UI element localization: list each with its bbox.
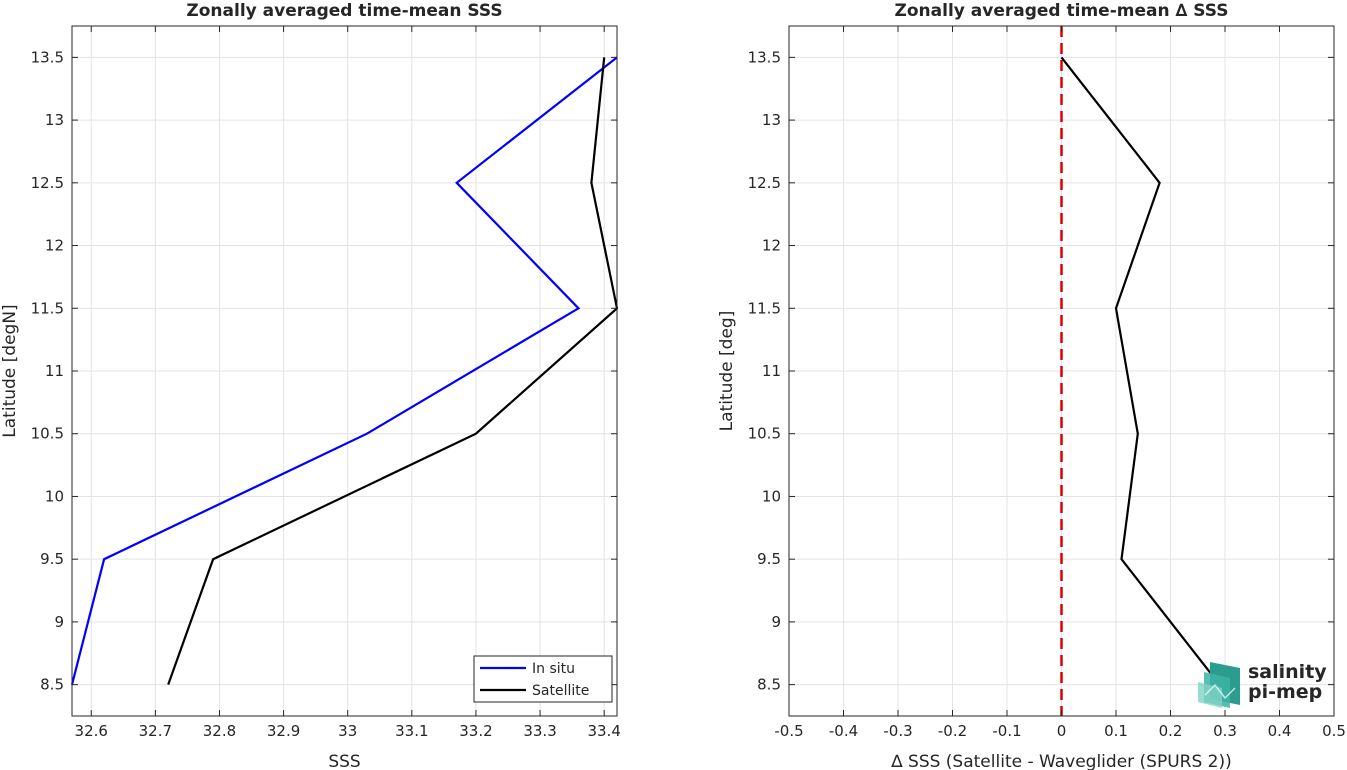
- y-tick-label: 9.5: [757, 550, 781, 568]
- y-tick-label: 11.5: [748, 299, 781, 317]
- y-tick-label: 12: [762, 237, 781, 255]
- x-tick-label: 0: [1057, 722, 1067, 740]
- logo-text-pimep: pi-mep: [1248, 681, 1322, 703]
- y-tick-label: 10: [45, 487, 64, 505]
- series-line-satellite: [167, 57, 619, 685]
- x-tick-label: 32.6: [75, 722, 108, 740]
- x-axis-label: SSS: [328, 752, 360, 770]
- y-tick-label: 12.5: [31, 174, 64, 192]
- legend-entry: In situ: [532, 661, 575, 677]
- x-tick-label: 32.9: [267, 722, 300, 740]
- y-tick-label: 10.5: [748, 425, 781, 443]
- y-tick-label: 9: [771, 613, 781, 631]
- legend-box: [473, 655, 613, 703]
- x-tick-label: 0.2: [1159, 722, 1183, 740]
- x-tick-label: 33.3: [523, 722, 556, 740]
- series-line-0: [1060, 56, 1221, 686]
- chart-title: Zonally averaged time-mean SSS: [186, 1, 502, 21]
- y-tick-label: 11.5: [31, 299, 64, 317]
- y-axis-label: Latitude [degN]: [0, 304, 20, 437]
- legend: In situ Satellite: [473, 655, 613, 703]
- legend-entry: Satellite: [532, 683, 589, 699]
- x-tick-label: 0.5: [1322, 722, 1346, 740]
- y-tick-label: 8.5: [757, 676, 781, 694]
- logo-icon: [1198, 662, 1240, 708]
- x-tick-label: -0.3: [883, 722, 912, 740]
- x-tick-label: 33: [338, 722, 357, 740]
- y-tick-label: 13: [45, 111, 64, 129]
- y-tick-label: 13: [762, 111, 781, 129]
- y-tick-label: 8.5: [40, 676, 64, 694]
- y-tick-label: 13.5: [748, 48, 781, 66]
- y-tick-label: 9: [54, 613, 64, 631]
- chart-title: Zonally averaged time-mean ∆ SSS: [895, 1, 1229, 21]
- x-tick-label: 0.3: [1213, 722, 1237, 740]
- x-tick-label: -0.4: [829, 722, 858, 740]
- y-axis-label: Latitude [deg]: [717, 311, 737, 432]
- y-tick-label: 13.5: [31, 48, 64, 66]
- delta-sss-panel: -0.5 -0.4 -0.3 -0.2 -0.1 0 0.1 0.2 0.3 0.4 0.5 8.5 9…: [717, 1, 1346, 770]
- sss-panel: 32.6 32.7 32.8 32.9 33 33.1 33.2 33.3 33.4 8.5 9 9.…: [0, 1, 621, 770]
- salinity-pi-mep-logo: salinity pi-mep: [1198, 661, 1327, 708]
- x-tick-label: -0.1: [992, 722, 1021, 740]
- x-tick-label: 33.2: [459, 722, 492, 740]
- y-tick-label: 10.5: [31, 425, 64, 443]
- x-axis-label: ∆ SSS (Satellite - Waveglider (SPURS 2)): [890, 752, 1232, 770]
- x-tick-label: 33.4: [587, 722, 620, 740]
- x-tick-label: 32.7: [139, 722, 172, 740]
- y-tick-label: 9.5: [40, 550, 64, 568]
- y-tick-label: 11: [45, 362, 64, 380]
- y-tick-label: 12.5: [748, 174, 781, 192]
- x-tick-label: -0.5: [774, 722, 803, 740]
- x-tick-label: 32.8: [203, 722, 236, 740]
- y-tick-label: 10: [762, 487, 781, 505]
- y-tick-label: 11: [762, 362, 781, 380]
- series-line-in-situ: [70, 56, 618, 685]
- x-tick-label: 33.1: [395, 722, 428, 740]
- x-tick-label: 0.1: [1104, 722, 1128, 740]
- x-tick-label: -0.2: [938, 722, 967, 740]
- y-tick-label: 12: [45, 237, 64, 255]
- logo-text-salinity: salinity: [1248, 661, 1327, 683]
- x-tick-label: 0.4: [1268, 722, 1292, 740]
